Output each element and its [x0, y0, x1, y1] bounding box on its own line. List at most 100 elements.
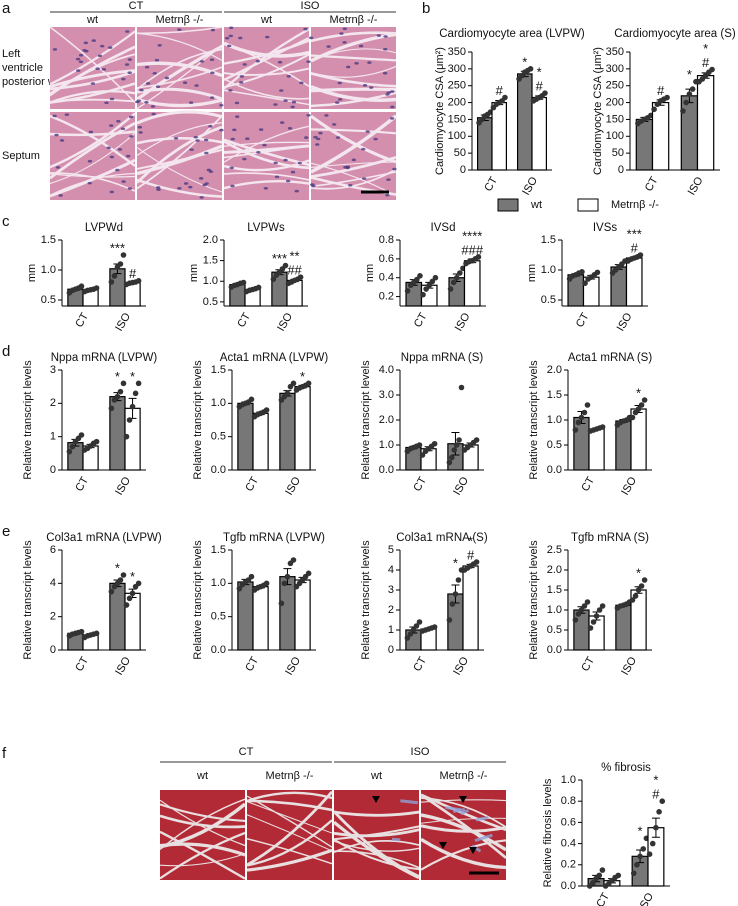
data-point: [278, 600, 285, 607]
data-point: [587, 625, 594, 631]
x-tick-label: CT: [594, 891, 612, 906]
y-tick-label: 1.0: [203, 275, 218, 287]
chart-title: Acta1 mRNA (LVPW): [220, 352, 329, 364]
data-point: [646, 851, 653, 857]
nucleus: [136, 99, 141, 103]
y-tick-label: 2.0: [379, 414, 394, 426]
data-point: [135, 278, 142, 284]
nucleus: [342, 27, 347, 31]
x-tick-label: CT: [411, 475, 429, 494]
y-tick-label: 0: [618, 164, 624, 176]
histology-image: [136, 110, 224, 200]
nucleus: [194, 84, 199, 87]
nucleus: [78, 53, 84, 57]
y-tick-label: 1.0: [211, 577, 226, 589]
nucleus: [273, 103, 278, 106]
nucleus: [358, 44, 364, 48]
data-point: [449, 454, 455, 461]
y-tick-label: 0.2: [561, 859, 576, 871]
tissue-gap: [420, 839, 507, 871]
nucleus: [283, 158, 288, 162]
y-axis-label: Relative transcript levels: [360, 360, 372, 480]
y-axis-label: Relative transcript levels: [528, 360, 540, 480]
nucleus: [109, 155, 115, 159]
data-point: [423, 286, 429, 292]
y-tick-label: 2.0: [203, 234, 218, 246]
data-point: [297, 274, 304, 280]
y-tick-label: 150: [448, 113, 466, 125]
data-point: [575, 419, 582, 426]
data-point: [575, 611, 582, 617]
data-point: [93, 438, 100, 445]
nucleus: [306, 113, 311, 117]
y-tick-label: 200: [448, 96, 466, 108]
data-point: [117, 388, 124, 395]
data-point: [475, 254, 482, 260]
genotype-label: Metrnβ -/-: [440, 770, 488, 782]
nucleus: [334, 101, 340, 104]
y-tick-label: 0.5: [547, 624, 562, 636]
data-point: [615, 872, 622, 879]
data-point: [638, 583, 645, 589]
bar: [491, 101, 507, 171]
bar: [651, 101, 670, 171]
x-tick-label: CT: [412, 311, 430, 330]
significance: *: [468, 533, 473, 548]
data-point: [653, 824, 659, 831]
nucleus: [308, 36, 314, 40]
data-point: [240, 279, 247, 286]
nucleus: [385, 193, 390, 197]
y-tick-label: 50: [454, 147, 466, 159]
y-tick-label: 150: [606, 113, 624, 125]
x-tick-label: CT: [579, 655, 597, 674]
data-point: [683, 99, 689, 106]
bar: [477, 117, 493, 171]
data-point: [599, 424, 606, 430]
nucleus: [154, 58, 160, 62]
data-point: [114, 393, 121, 400]
fibrosis: [391, 837, 401, 842]
significance: *: [703, 41, 708, 56]
tissue-gap: [49, 30, 136, 86]
histology-image: [310, 112, 398, 200]
nucleus: [337, 81, 342, 85]
y-tick-label: 0: [460, 164, 466, 176]
tissue-gap: [136, 125, 223, 184]
y-axis-label: Relative transcript levels: [528, 540, 540, 660]
y-tick-label: 0.5: [547, 439, 562, 451]
data-point: [596, 607, 603, 613]
nucleus: [75, 57, 81, 61]
nucleus: [238, 36, 243, 40]
y-tick-label: 300: [448, 63, 466, 75]
bar: [531, 96, 547, 171]
nucleus: [128, 115, 134, 119]
fibrosis: [475, 816, 489, 822]
significance: #: [631, 240, 639, 255]
nucleus: [121, 180, 126, 183]
tissue-gap: [136, 110, 223, 125]
nucleus: [150, 105, 156, 108]
bar: [588, 428, 605, 471]
nucleus: [219, 103, 224, 107]
genotype-label: wt: [86, 14, 98, 26]
data-point: [432, 274, 439, 281]
tissue-gap: [223, 140, 310, 170]
y-tick-label: 250: [448, 80, 466, 92]
x-tick-label: ISO: [451, 475, 471, 498]
data-point: [572, 617, 579, 623]
nucleus: [156, 188, 161, 191]
nucleus: [54, 133, 59, 137]
y-tick-label: 4: [388, 564, 394, 576]
nucleus: [283, 99, 288, 102]
nucleus: [210, 28, 216, 32]
tissue-gap: [246, 848, 333, 872]
nucleus: [297, 161, 302, 165]
data-point: [248, 573, 255, 580]
data-point: [66, 448, 73, 455]
data-point: [305, 380, 312, 387]
nucleus: [286, 74, 291, 78]
nucleus: [285, 179, 291, 183]
data-point: [641, 577, 648, 583]
y-tick-label: 0: [50, 464, 56, 476]
nucleus: [234, 115, 240, 118]
